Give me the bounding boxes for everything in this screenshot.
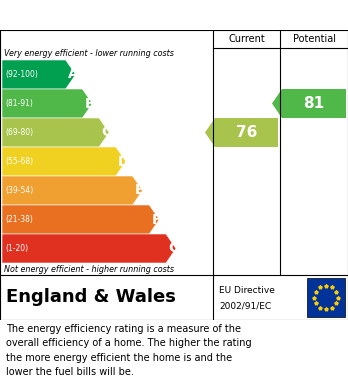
Text: (81-91): (81-91)	[5, 99, 33, 108]
Polygon shape	[2, 118, 109, 147]
Text: Potential: Potential	[293, 34, 335, 44]
Polygon shape	[2, 89, 92, 118]
Polygon shape	[2, 234, 176, 263]
Text: Very energy efficient - lower running costs: Very energy efficient - lower running co…	[4, 50, 174, 59]
Text: The energy efficiency rating is a measure of the
overall efficiency of a home. T: The energy efficiency rating is a measur…	[6, 324, 252, 377]
Polygon shape	[2, 205, 159, 234]
Text: 76: 76	[236, 125, 257, 140]
Text: (55-68): (55-68)	[5, 157, 33, 166]
FancyBboxPatch shape	[307, 278, 345, 317]
Text: (1-20): (1-20)	[5, 244, 28, 253]
Text: Current: Current	[228, 34, 265, 44]
Text: EU Directive: EU Directive	[219, 286, 275, 295]
Text: (39-54): (39-54)	[5, 186, 33, 195]
Text: (92-100): (92-100)	[5, 70, 38, 79]
Text: G: G	[168, 242, 179, 255]
Polygon shape	[2, 176, 143, 205]
Polygon shape	[205, 118, 278, 147]
Text: D: D	[118, 154, 129, 169]
Text: (69-80): (69-80)	[5, 128, 33, 137]
Text: E: E	[135, 183, 144, 197]
Text: C: C	[101, 126, 111, 140]
Text: (21-38): (21-38)	[5, 215, 33, 224]
Text: F: F	[151, 212, 161, 226]
Text: England & Wales: England & Wales	[6, 289, 176, 307]
Polygon shape	[272, 89, 346, 118]
Text: Not energy efficient - higher running costs: Not energy efficient - higher running co…	[4, 264, 174, 273]
Polygon shape	[2, 60, 76, 89]
Text: Energy Efficiency Rating: Energy Efficiency Rating	[8, 7, 229, 23]
Polygon shape	[2, 147, 126, 176]
Text: A: A	[68, 68, 78, 81]
Text: B: B	[84, 97, 95, 111]
Text: 2002/91/EC: 2002/91/EC	[219, 301, 271, 310]
Text: 81: 81	[303, 96, 325, 111]
